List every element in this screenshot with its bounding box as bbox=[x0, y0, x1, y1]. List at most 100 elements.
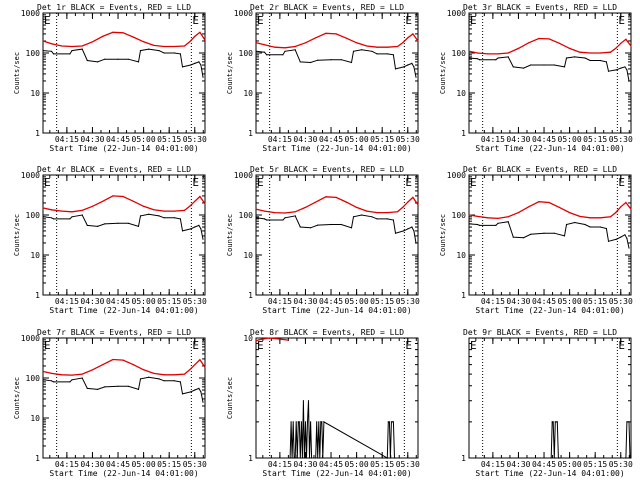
lld-point bbox=[163, 374, 165, 376]
lld-point bbox=[71, 211, 73, 213]
events-point bbox=[318, 421, 320, 423]
events-point bbox=[616, 69, 618, 71]
lld-point bbox=[132, 364, 134, 366]
lld-point bbox=[625, 38, 627, 40]
events-point bbox=[552, 421, 554, 423]
lld-point bbox=[528, 42, 530, 44]
events-point bbox=[305, 457, 308, 459]
lld-point bbox=[366, 45, 368, 47]
plot-frame bbox=[255, 12, 419, 134]
lld-point bbox=[81, 209, 83, 211]
events-point bbox=[127, 385, 129, 387]
event-marker: E bbox=[470, 14, 477, 27]
events-point bbox=[554, 421, 556, 423]
events-point bbox=[589, 59, 591, 62]
lld-point bbox=[376, 46, 378, 48]
lld-point bbox=[194, 35, 196, 38]
events-point bbox=[330, 59, 332, 61]
events-point bbox=[512, 66, 514, 68]
events-point bbox=[299, 226, 301, 228]
lld-point bbox=[548, 201, 550, 204]
y-tick-label: 100 bbox=[452, 49, 467, 58]
x-axis-label: Start Time (22-Jun-14 04:01:00) bbox=[475, 469, 624, 478]
x-axis-label: Start Time (22-Jun-14 04:01:00) bbox=[49, 469, 198, 478]
series-events-line bbox=[256, 49, 417, 78]
x-tick-label: 05:30 bbox=[183, 460, 207, 469]
lld-point bbox=[163, 210, 165, 212]
lld-point bbox=[548, 38, 550, 40]
x-tick-label: 05:00 bbox=[345, 297, 369, 306]
events-point bbox=[198, 224, 200, 226]
chart-panel-7: Det 7r BLACK = Events, RED = LLD 1 10 100 10… bbox=[13, 328, 207, 478]
events-point bbox=[69, 381, 71, 383]
series-events-line bbox=[43, 213, 204, 240]
events-point bbox=[628, 80, 630, 82]
lld-point bbox=[189, 41, 191, 43]
lld-point bbox=[356, 206, 358, 208]
lld-point bbox=[487, 53, 489, 55]
y-tick-label: 1 bbox=[248, 291, 253, 300]
lld-point bbox=[132, 200, 134, 202]
lld-point bbox=[255, 42, 257, 44]
events-point bbox=[497, 57, 499, 59]
chart-title: Det 1r BLACK = Events, RED = LLD bbox=[37, 3, 191, 12]
y-tick-label: 100 bbox=[239, 49, 254, 58]
lld-point bbox=[517, 47, 520, 50]
event-marker: E bbox=[470, 176, 477, 189]
lld-point bbox=[42, 370, 44, 373]
events-point bbox=[158, 50, 160, 52]
events-point bbox=[507, 56, 509, 58]
y-tick-label: 1 bbox=[248, 129, 253, 138]
events-point bbox=[599, 226, 601, 228]
events-point bbox=[371, 216, 373, 218]
series-events-line bbox=[469, 56, 630, 82]
lld-point bbox=[284, 47, 286, 49]
plot-frame bbox=[468, 174, 632, 296]
lld-point bbox=[599, 52, 601, 54]
y-tick-label: 1000 bbox=[21, 171, 40, 180]
events-point bbox=[86, 224, 88, 226]
events-point bbox=[317, 224, 319, 226]
events-point bbox=[340, 223, 342, 226]
lld-point bbox=[396, 45, 399, 48]
events-point bbox=[294, 215, 296, 217]
x-tick-label: 05:15 bbox=[370, 135, 394, 144]
event-marker: E bbox=[405, 339, 412, 352]
x-tick-label: 05:30 bbox=[396, 135, 420, 144]
lld-point bbox=[402, 42, 404, 44]
events-point bbox=[476, 58, 479, 60]
events-point bbox=[50, 217, 53, 219]
x-tick-label: 05:15 bbox=[157, 460, 181, 469]
plot-frame bbox=[468, 337, 632, 459]
events-point bbox=[411, 62, 413, 64]
x-tick-label: 04:30 bbox=[293, 460, 317, 469]
lld-point bbox=[630, 45, 632, 47]
lld-point bbox=[189, 369, 191, 371]
events-point bbox=[104, 386, 106, 388]
events-point bbox=[158, 378, 160, 380]
events-point bbox=[302, 400, 304, 402]
events-point bbox=[627, 421, 629, 423]
events-point bbox=[620, 236, 622, 238]
lld-point bbox=[538, 37, 540, 40]
lld-point bbox=[102, 200, 104, 202]
events-point bbox=[263, 218, 266, 220]
events-point bbox=[290, 421, 292, 423]
events-point bbox=[497, 222, 499, 224]
lld-point bbox=[538, 201, 540, 203]
events-point bbox=[584, 223, 586, 226]
events-point bbox=[530, 233, 532, 235]
lld-point bbox=[132, 36, 134, 38]
y-tick-label: 1000 bbox=[234, 9, 253, 18]
lld-point bbox=[255, 208, 257, 210]
y-tick-label: 1000 bbox=[234, 171, 253, 180]
events-point bbox=[543, 232, 545, 234]
events-point bbox=[190, 64, 192, 66]
lld-point bbox=[61, 374, 63, 376]
lld-point bbox=[630, 208, 632, 210]
events-point bbox=[361, 214, 363, 216]
events-point bbox=[411, 226, 413, 228]
event-marker: E bbox=[470, 339, 477, 352]
lld-point bbox=[476, 215, 479, 217]
events-point bbox=[307, 400, 310, 402]
